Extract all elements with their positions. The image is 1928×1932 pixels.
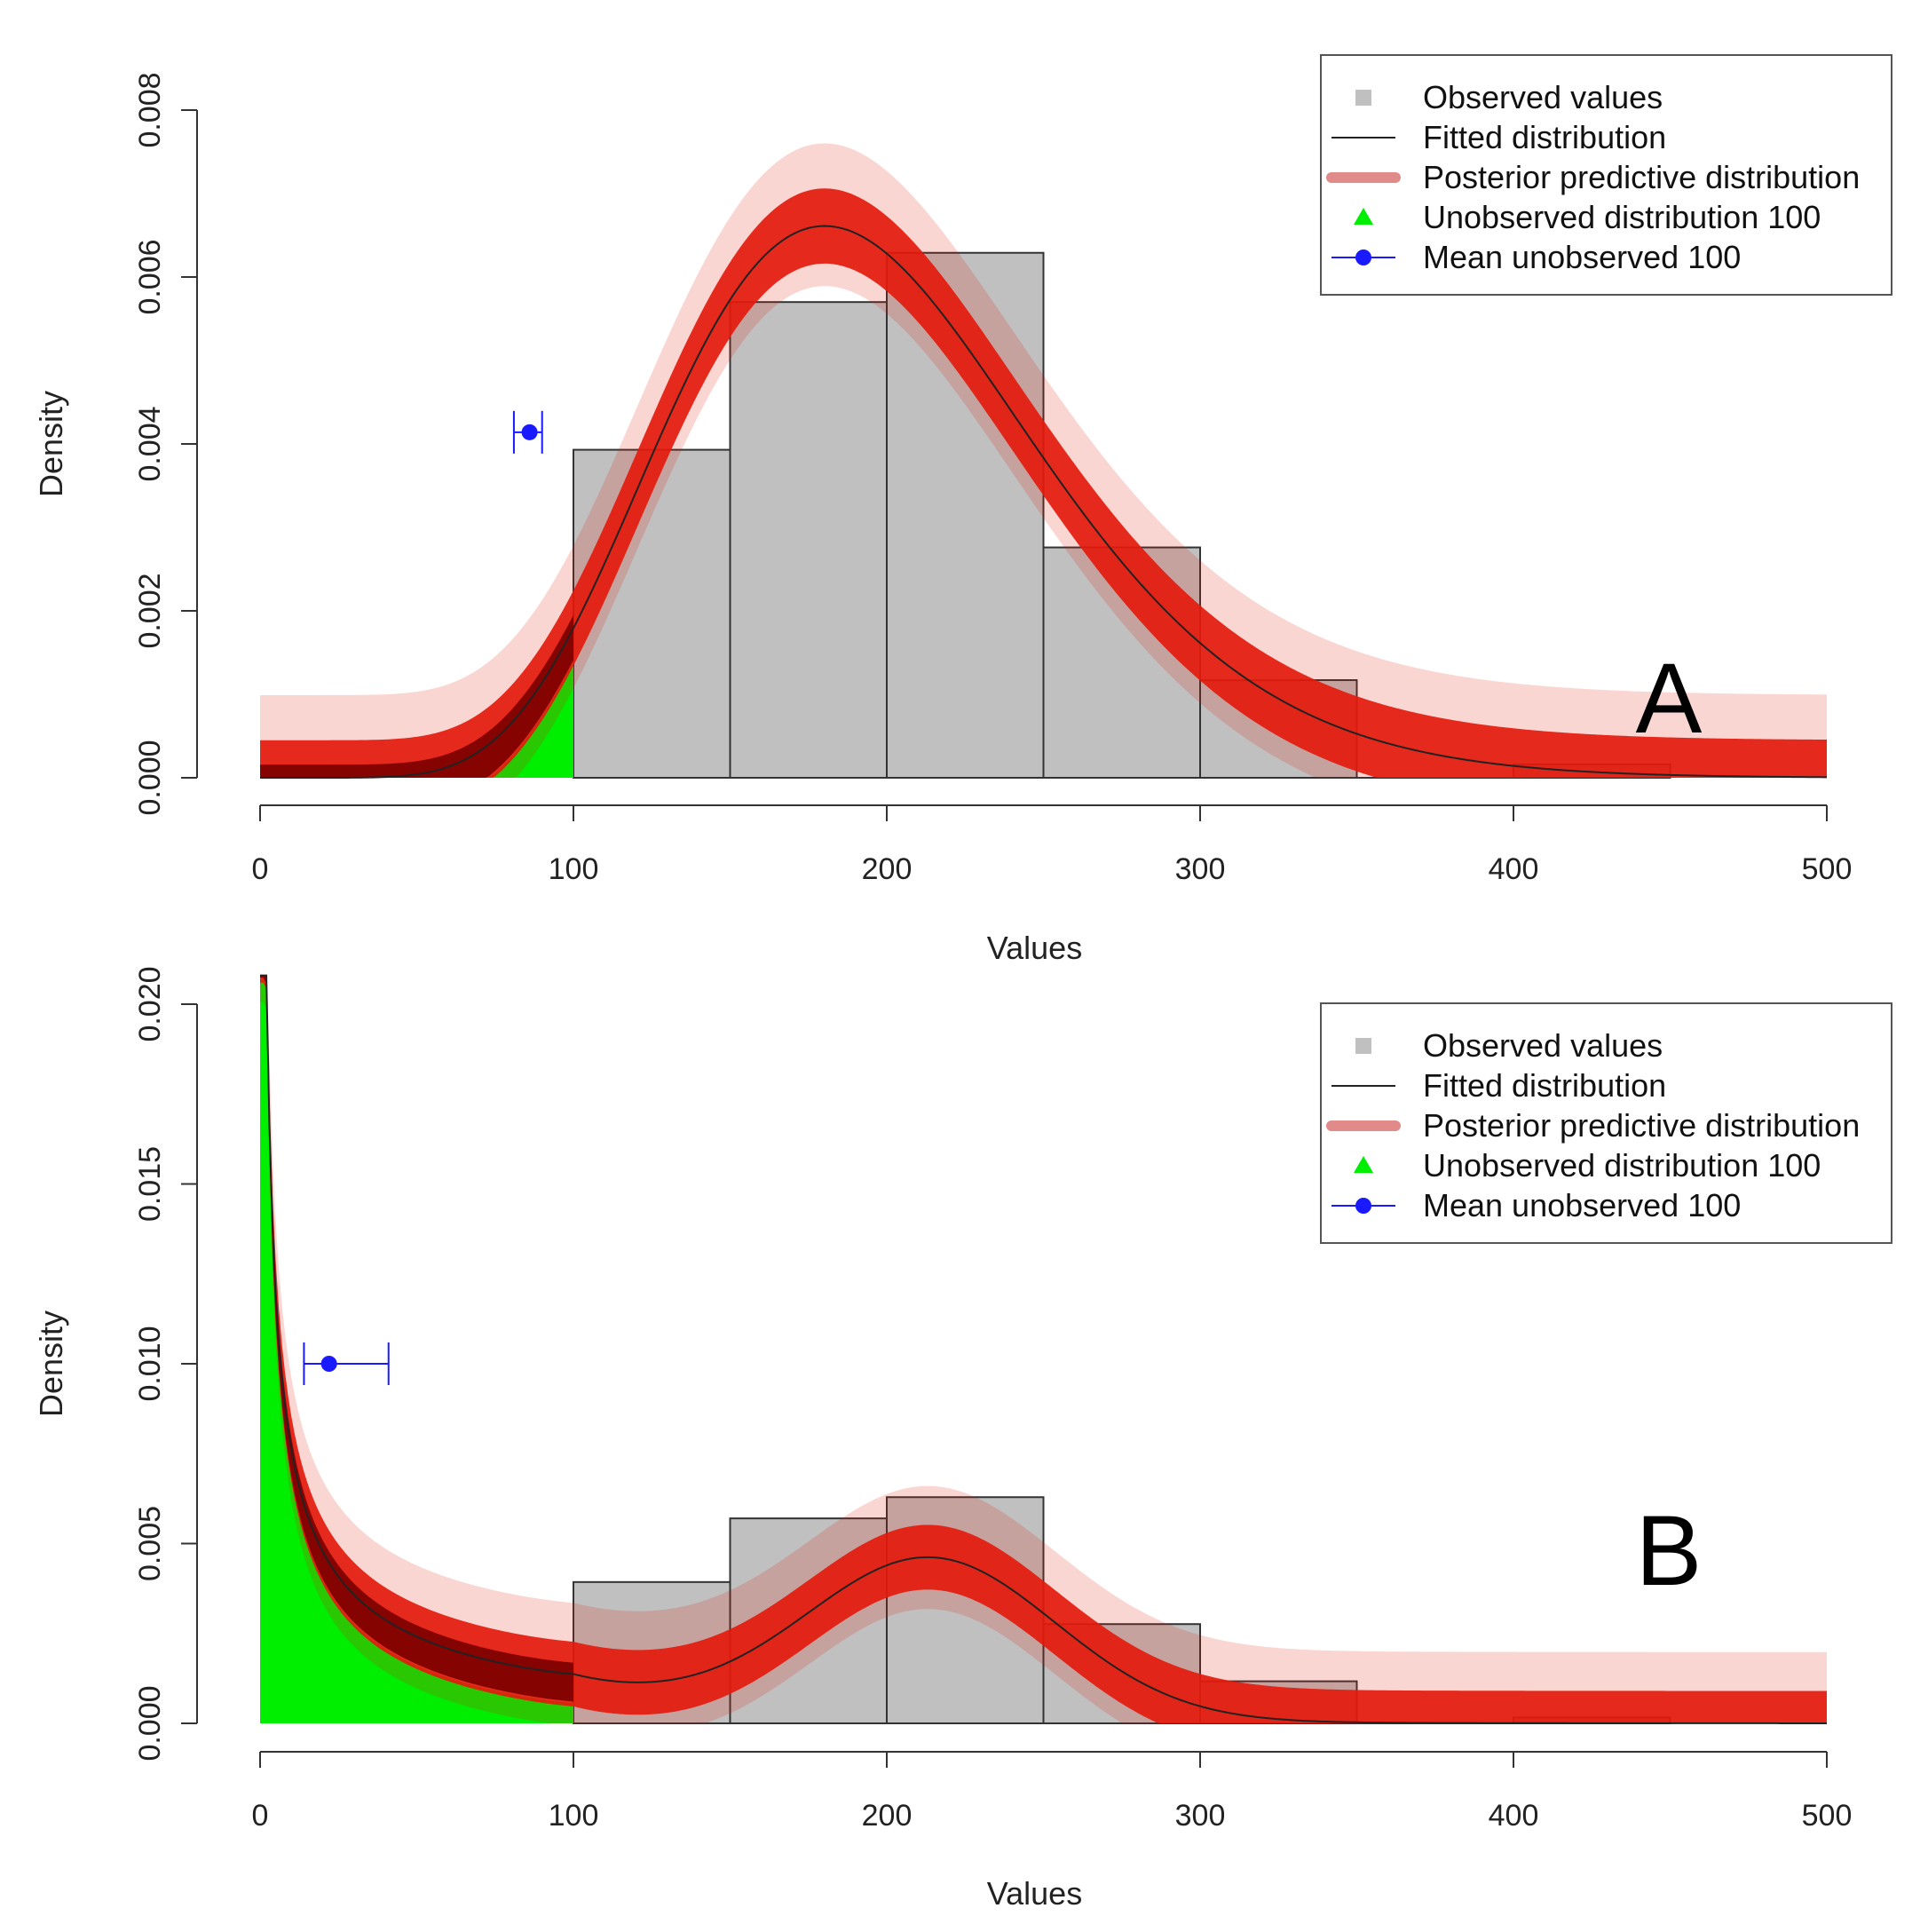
legend-a: Observed values Fitted distribution Poster…: [1320, 54, 1892, 296]
posterior-band-b: [260, 975, 1827, 1723]
x-tick-label: 100: [549, 1799, 599, 1833]
legend-marker-point: [1355, 1198, 1371, 1214]
legend-entry-label: Fitted distribution: [1423, 119, 1666, 155]
unobserved-area: [260, 661, 573, 778]
panel-letter-b: B: [1636, 1495, 1703, 1606]
y-tick-label: 0.006: [133, 239, 167, 314]
y-axis-label-b: Density: [33, 1310, 69, 1417]
y-tick-label: 0.008: [133, 72, 167, 147]
axes-a: 0 100 200 300 400 500 0.000 0.002 0.004 0.006 0.00…: [133, 72, 1852, 886]
mean-unobserved-b: [303, 1342, 390, 1385]
legend-box: [1320, 1002, 1892, 1244]
posterior-band-a: [260, 143, 1827, 779]
x-axis-label-a: Values: [987, 930, 1082, 966]
legend-entry-label: Fitted distribution: [1423, 1067, 1666, 1104]
mean-point: [320, 1356, 337, 1372]
legend-entry-label: Posterior predictive distribution: [1423, 159, 1860, 195]
y-tick-label: 0.015: [133, 1146, 167, 1222]
mean-point: [521, 424, 538, 440]
y-tick-label: 0.005: [133, 1506, 167, 1581]
y-tick-label: 0.010: [133, 1326, 167, 1401]
mean-unobserved-a: [512, 410, 543, 454]
histogram-bar: [573, 448, 731, 779]
x-tick-label: 500: [1802, 1799, 1853, 1833]
legend-entry-label: Mean unobserved 100: [1423, 1187, 1741, 1223]
panel-a: 0 100 200 300 400 500 0.000 0.002 0.004 0.006 0.00…: [33, 54, 1892, 966]
y-tick-label: 0.002: [133, 573, 167, 648]
legend-marker-square: [1355, 90, 1371, 106]
legend-entry-label: Unobserved distribution 100: [1423, 199, 1821, 235]
y-tick-label: 0.020: [133, 966, 167, 1041]
x-tick-label: 300: [1175, 852, 1226, 886]
y-tick-label: 0.000: [133, 740, 167, 815]
legend-marker-square: [1355, 1038, 1371, 1054]
y-tick-label: 0.000: [133, 1685, 167, 1761]
fitted-curve-a: [260, 225, 1828, 779]
legend-marker-point: [1355, 249, 1371, 265]
legend-entry-label: Posterior predictive distribution: [1423, 1107, 1860, 1144]
legend-box: [1320, 54, 1892, 296]
panel-b: 0 100 200 300 400 500 0.000 0.005 0.010 0.015 0.02…: [33, 966, 1892, 1912]
fitted-curve: [260, 225, 1828, 779]
x-tick-label: 200: [862, 1799, 913, 1833]
posterior-band: [260, 188, 1827, 779]
x-tick-label: 100: [549, 852, 599, 886]
legend-entry-label: Observed values: [1423, 1027, 1663, 1064]
legend-marker-triangle: [1354, 208, 1373, 225]
fitted-curve-b: [260, 974, 1827, 1724]
x-tick-label: 400: [1489, 852, 1539, 886]
fitted-curve: [260, 974, 1827, 1724]
x-tick-label: 200: [862, 852, 913, 886]
x-tick-label: 300: [1175, 1799, 1226, 1833]
x-tick-label: 400: [1489, 1799, 1539, 1833]
axes-b: 0 100 200 300 400 500 0.000 0.005 0.010 0.015 0.02…: [133, 966, 1852, 1833]
posterior-band-unobserved: [260, 614, 573, 778]
histogram-bar: [729, 301, 888, 779]
legend-marker-triangle: [1354, 1156, 1373, 1173]
y-axis-label-a: Density: [33, 391, 69, 497]
panel-letter-a: A: [1636, 643, 1703, 754]
y-tick-label: 0.004: [133, 406, 167, 481]
legend-entry-label: Unobserved distribution 100: [1423, 1147, 1821, 1184]
x-tick-label: 0: [252, 852, 269, 886]
legend-entry-label: Observed values: [1423, 79, 1663, 115]
unobserved-area: [260, 979, 573, 1723]
x-axis-label-b: Values: [987, 1875, 1082, 1912]
x-tick-label: 500: [1802, 852, 1853, 886]
x-tick-label: 0: [252, 1799, 269, 1833]
legend-entry-label: Mean unobserved 100: [1423, 239, 1741, 275]
